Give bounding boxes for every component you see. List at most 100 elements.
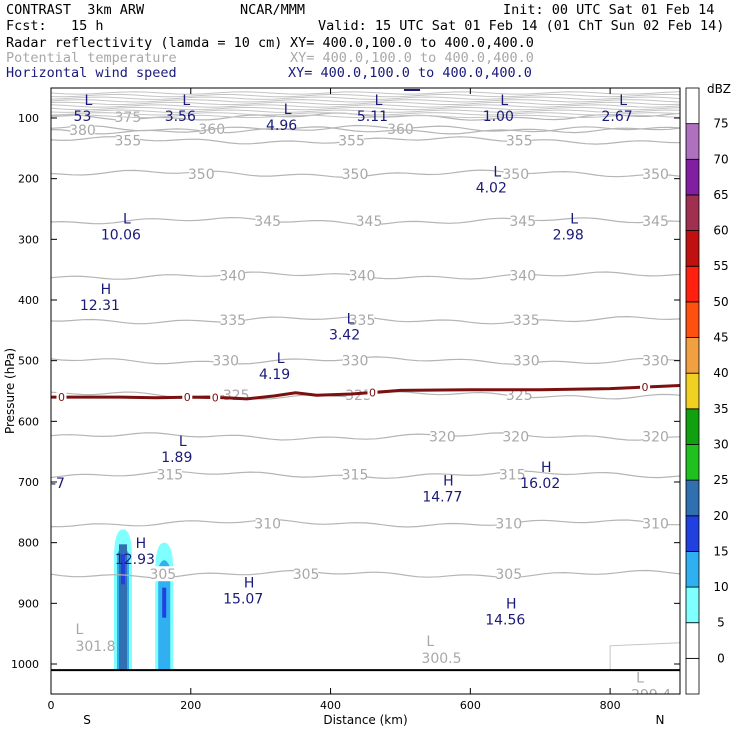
theta-label-bg bbox=[350, 267, 375, 283]
colorbar-bin bbox=[685, 515, 700, 552]
theta-label-bg bbox=[430, 428, 455, 444]
reflectivity-cell-core bbox=[118, 544, 127, 671]
colorbar-label: 35 bbox=[713, 402, 728, 416]
theta-label-bg bbox=[339, 132, 364, 148]
y-tick-label: 600 bbox=[18, 415, 39, 428]
field-reflectivity-xy: XY= 400.0,100.0 to 400.0,400.0 bbox=[290, 35, 534, 51]
theta-label-bg bbox=[388, 120, 413, 136]
theta-extremum-kind: L bbox=[75, 622, 83, 638]
wind-extremum-value: 53 bbox=[74, 109, 92, 125]
colorbar-bin bbox=[685, 265, 700, 303]
field-theta-xy: XY= 400.0,100.0 to 400.0,400.0 bbox=[290, 50, 534, 66]
theta-label-bg bbox=[507, 132, 532, 148]
wind-extremum-kind: L bbox=[85, 93, 93, 109]
theta-label: 335 bbox=[219, 313, 246, 329]
wind-extremum-value: 10.06 bbox=[101, 227, 141, 243]
theta-label-bg bbox=[115, 132, 140, 148]
theta-label-bg bbox=[496, 515, 521, 531]
wind-extremum-kind: L bbox=[619, 93, 627, 109]
theta-label-bg bbox=[189, 165, 214, 181]
wind-extremum-value: 12.93 bbox=[115, 552, 155, 568]
zero-label-bg bbox=[56, 391, 67, 404]
theta-label: 305 bbox=[293, 567, 320, 583]
y-tick-label: 300 bbox=[18, 233, 39, 246]
theta-extremum-value: 299.4 bbox=[631, 687, 671, 703]
theta-label-bg bbox=[643, 515, 668, 531]
theta-label: 330 bbox=[642, 354, 669, 370]
chart-title: CONTRAST 3km ARW bbox=[6, 2, 145, 18]
theta-label: 335 bbox=[513, 313, 540, 329]
colorbar-bin bbox=[685, 551, 700, 588]
org-label: NCAR/MMM bbox=[240, 2, 306, 18]
colorbar-label: 50 bbox=[713, 295, 728, 309]
colorbar-bin bbox=[685, 337, 700, 374]
colorbar-label: 10 bbox=[713, 580, 728, 594]
zero-label-bg bbox=[210, 391, 221, 404]
wind-extremum-value: 4.96 bbox=[266, 118, 297, 134]
theta-label: 310 bbox=[642, 516, 669, 532]
wind-extremum-kind: H bbox=[506, 597, 517, 613]
theta-label: 355 bbox=[338, 133, 365, 149]
theta-label: 345 bbox=[642, 214, 669, 230]
theta-label-bg bbox=[514, 312, 539, 328]
wind-extremum-value: 1.00 bbox=[483, 109, 514, 125]
theta-extremum-value: 300.5 bbox=[421, 651, 461, 667]
wind-extremum-value: 14.77 bbox=[422, 489, 462, 505]
theta-label: 305 bbox=[495, 567, 522, 583]
theta-label: 355 bbox=[115, 133, 142, 149]
theta-label: 325 bbox=[506, 388, 533, 404]
theta-contour-320 bbox=[51, 432, 680, 441]
theta-label-bg bbox=[213, 352, 238, 368]
wind-extremum-kind: L bbox=[277, 351, 285, 367]
theta-label-bg bbox=[503, 428, 528, 444]
wind-extremum-kind: L bbox=[493, 165, 501, 181]
theta-label: 340 bbox=[509, 269, 536, 285]
theta-label-bg bbox=[496, 566, 521, 582]
theta-label: 350 bbox=[342, 167, 369, 183]
theta-label-bg bbox=[343, 352, 368, 368]
theta-contour-305 bbox=[51, 569, 680, 579]
theta-extremum-value: 301.8 bbox=[75, 639, 115, 655]
reflectivity-zero-contour bbox=[51, 384, 680, 401]
colorbar-bin bbox=[685, 123, 700, 160]
wind-extremum-value: 2.67 bbox=[602, 109, 633, 125]
theta-label: 350 bbox=[188, 167, 215, 183]
theta-label-bg bbox=[503, 165, 528, 181]
y-tick-label: 100 bbox=[18, 112, 39, 125]
field-reflectivity-name: Radar reflectivity (lamda = 10 cm) bbox=[6, 35, 283, 51]
reflectivity-cell-1 bbox=[155, 542, 174, 671]
theta-label-bg bbox=[510, 267, 535, 283]
theta-extremum-kind: L bbox=[426, 634, 434, 650]
zero-label: 0 bbox=[184, 391, 191, 404]
theta-contour-upper bbox=[51, 112, 680, 116]
theta-contour-310 bbox=[51, 519, 680, 528]
theta-label: 320 bbox=[429, 430, 456, 446]
wind-extremum-kind: H bbox=[101, 282, 112, 298]
theta-label-bg bbox=[70, 122, 95, 138]
y-tick-label: 900 bbox=[18, 597, 39, 610]
wind-extremum-kind: H bbox=[136, 536, 147, 552]
theta-label-bg bbox=[115, 108, 140, 124]
theta-label: 330 bbox=[342, 354, 369, 370]
theta-contour-upper bbox=[51, 99, 680, 103]
y-tick-label: 800 bbox=[18, 537, 39, 550]
colorbar-bin bbox=[685, 372, 700, 410]
theta-label: 345 bbox=[509, 214, 536, 230]
wind-extremum-value: 1.89 bbox=[161, 450, 192, 466]
zero-label-bg bbox=[640, 381, 651, 394]
theta-label: 340 bbox=[349, 269, 376, 285]
wind-extremum-kind: L bbox=[123, 211, 131, 227]
zero-label: 0 bbox=[369, 386, 376, 399]
theta-label-bg bbox=[199, 120, 224, 136]
field-theta-name: Potential temperature bbox=[6, 50, 177, 66]
wind-extremum-kind: L bbox=[500, 93, 508, 109]
theta-contour-upper bbox=[51, 91, 680, 95]
theta-label-bg bbox=[255, 213, 280, 229]
theta-contour-380 bbox=[51, 126, 680, 135]
wind-extremum-value: 12.31 bbox=[80, 298, 120, 314]
theta-label-bg bbox=[356, 213, 381, 229]
theta-label-bg bbox=[220, 312, 245, 328]
theta-label: 340 bbox=[219, 269, 246, 285]
theta-label-bg bbox=[643, 352, 668, 368]
